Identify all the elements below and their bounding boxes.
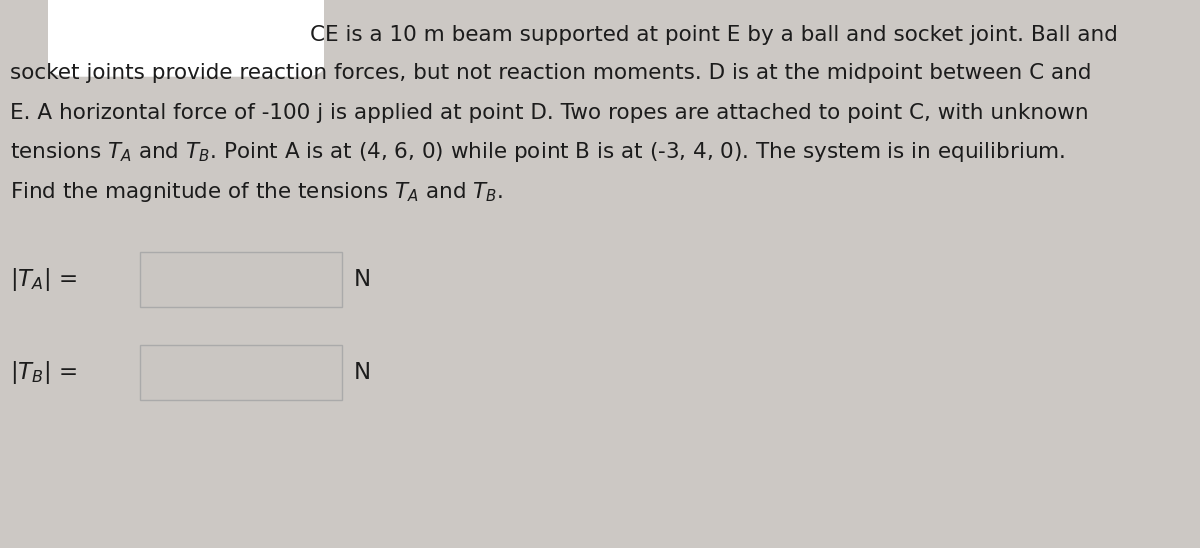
Text: N: N xyxy=(354,361,371,384)
Text: E. A horizontal force of -100 j is applied at point D. Two ropes are attached to: E. A horizontal force of -100 j is appli… xyxy=(10,103,1088,123)
Text: Find the magnitude of the tensions $T_A$ and $T_B$.: Find the magnitude of the tensions $T_A$… xyxy=(10,180,503,204)
Text: socket joints provide reaction forces, but not reaction moments. D is at the mid: socket joints provide reaction forces, b… xyxy=(10,64,1091,83)
Text: $|T_{B}|$ =: $|T_{B}|$ = xyxy=(10,359,77,386)
Text: $|T_{A}|$ =: $|T_{A}|$ = xyxy=(10,266,77,293)
Text: tensions $T_A$ and $T_B$. Point A is at (4, 6, 0) while point B is at (-3, 4, 0): tensions $T_A$ and $T_B$. Point A is at … xyxy=(10,140,1064,164)
Text: N: N xyxy=(354,268,371,291)
Text: CE is a 10 m beam supported at point E by a ball and socket joint. Ball and: CE is a 10 m beam supported at point E b… xyxy=(310,25,1117,45)
